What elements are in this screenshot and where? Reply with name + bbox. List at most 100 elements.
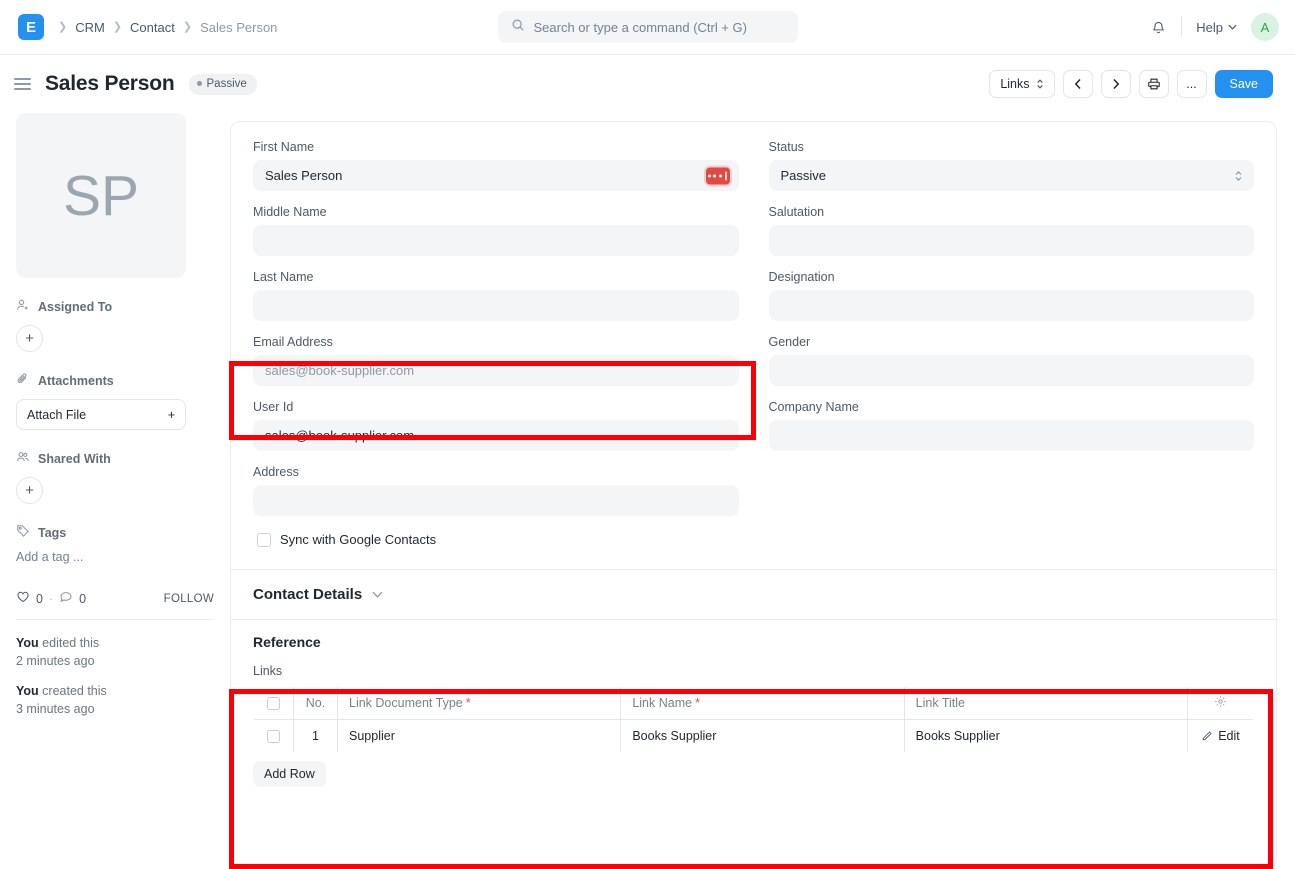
tags-label: Tags [38,525,67,540]
help-menu[interactable]: Help [1196,20,1237,35]
cursor-dots-badge [705,167,730,184]
user-id-label: User Id [253,400,294,414]
page-body: SP Assigned To + Atta [0,113,1295,868]
first-name-input[interactable]: Sales Person [253,160,739,191]
select-all-header[interactable] [254,687,294,720]
salutation-input[interactable] [768,225,1254,256]
comment-icon[interactable] [59,590,73,607]
attachments-label: Attachments [38,373,114,388]
app-logo[interactable]: E [18,14,44,40]
heart-icon[interactable] [16,590,30,607]
activity-item-created: You created this 3 minutes ago [16,682,214,718]
sidebar-toggle-icon[interactable] [14,78,31,90]
last-name-input[interactable] [253,290,739,321]
row-select-cell[interactable] [254,719,294,752]
global-search[interactable]: Search or type a command (Ctrl + G) [497,11,798,43]
status-label: Status [768,140,804,154]
sync-google-contacts-row[interactable]: Sync with Google Contacts [257,532,1254,547]
breadcrumb-separator: ❯ [58,20,68,33]
status-dot-icon [196,81,202,86]
field-company-name: Company Name [768,400,1254,451]
paperclip-icon [16,372,30,389]
save-button[interactable]: Save [1214,70,1273,98]
row-link-name[interactable]: Books Supplier [620,719,905,752]
company-name-input[interactable] [768,420,1254,451]
sync-google-contacts-checkbox[interactable] [257,532,271,547]
row-link-title[interactable]: Books Supplier [904,719,1189,752]
links-grid-label: Links [253,664,283,678]
prev-record-button[interactable] [1062,70,1093,98]
avatar[interactable]: A [1251,13,1279,41]
address-input[interactable] [253,485,739,516]
chevron-down-icon [1228,24,1237,30]
row-select-checkbox[interactable] [267,730,280,744]
row-number: 1 [293,719,338,752]
required-asterisk: * [465,696,471,710]
middle-name-input[interactable] [253,225,739,256]
search-input[interactable]: Search or type a command (Ctrl + G) [533,19,748,35]
section-divider [231,619,1276,620]
field-gender: Gender [768,335,1254,386]
reactions-row: 0 · 0 FOLLOW [16,590,214,607]
table-header-row: No. Link Document Type * Link Name * Link … [254,687,1253,720]
more-options-button[interactable]: ... [1176,70,1207,98]
add-assignment-button[interactable]: + [16,325,43,352]
field-status: Status Passive [768,140,1254,191]
column-link-document-type: Link Document Type * [337,687,622,720]
contact-details-title: Contact Details [253,586,363,603]
bell-icon[interactable] [1150,19,1167,36]
print-button[interactable] [1138,70,1169,98]
form-card: First Name Sales Person Status Passive [230,121,1277,868]
left-sidebar: SP Assigned To + Atta [0,113,230,868]
links-table: No. Link Document Type * Link Name * Link … [253,686,1254,753]
column-link-name: Link Name * [620,687,905,720]
breadcrumb-contact[interactable]: Contact [130,19,175,35]
add-tag-input[interactable]: Add a tag ... [16,550,84,564]
contact-details-section-header[interactable]: Contact Details [231,570,1276,619]
links-button[interactable]: Links [989,70,1055,98]
salutation-label: Salutation [768,205,825,219]
user-plus-icon [16,298,30,315]
gender-input[interactable] [768,355,1254,386]
add-share-button[interactable]: + [16,477,43,504]
status-select[interactable]: Passive [768,160,1254,191]
grid-spacer [769,465,1255,530]
next-record-button[interactable] [1100,70,1131,98]
activity-created-actor: You [16,684,39,699]
designation-input[interactable] [768,290,1254,321]
field-salutation: Salutation [768,205,1254,256]
reference-section: Reference Links No. Link Document Type * [231,620,1276,787]
chevron-updown-icon [1234,169,1243,182]
follow-button[interactable]: FOLLOW [163,592,214,605]
contact-fields-section: First Name Sales Person Status Passive [231,122,1276,569]
sidebar-section-attachments: Attachments Attach File + [16,372,214,430]
add-row-button[interactable]: Add Row [253,761,326,787]
row-link-document-type[interactable]: Supplier [337,719,622,752]
attach-file-button[interactable]: Attach File + [16,399,186,430]
breadcrumb-crm[interactable]: CRM [75,19,105,35]
activity-edited-actor: You [16,636,39,650]
gear-icon [1215,696,1226,707]
field-email-address: Email Address sales@book-supplier.com [253,335,739,386]
select-all-checkbox[interactable] [267,697,280,711]
assigned-to-label: Assigned To [38,299,113,314]
column-link-name-label: Link Name [632,696,693,710]
record-avatar[interactable]: SP [16,113,186,278]
user-id-value: sales@book-supplier.com [265,428,415,443]
sidebar-divider [16,619,214,620]
email-address-input[interactable]: sales@book-supplier.com [253,355,739,386]
user-id-input[interactable]: sales@book-supplier.com [253,420,739,451]
row-edit-cell[interactable]: Edit [1188,720,1254,753]
sidebar-footer: 0 · 0 FOLLOW You edited this 2 minutes a… [16,590,214,719]
activity-edited-action: edited this [38,636,100,650]
page-header: Sales Person Passive Links ... Save [0,55,1295,113]
field-middle-name: Middle Name [253,205,739,256]
status-badge: Passive [188,73,257,95]
comment-count: 0 [79,591,87,606]
status-value: Passive [780,168,827,183]
table-row[interactable]: 1 Supplier Books Supplier Books Supplier… [254,719,1254,753]
users-icon [16,450,30,467]
grid-settings-button[interactable] [1187,687,1253,720]
like-count: 0 [36,591,43,606]
attach-file-label: Attach File [27,407,87,422]
